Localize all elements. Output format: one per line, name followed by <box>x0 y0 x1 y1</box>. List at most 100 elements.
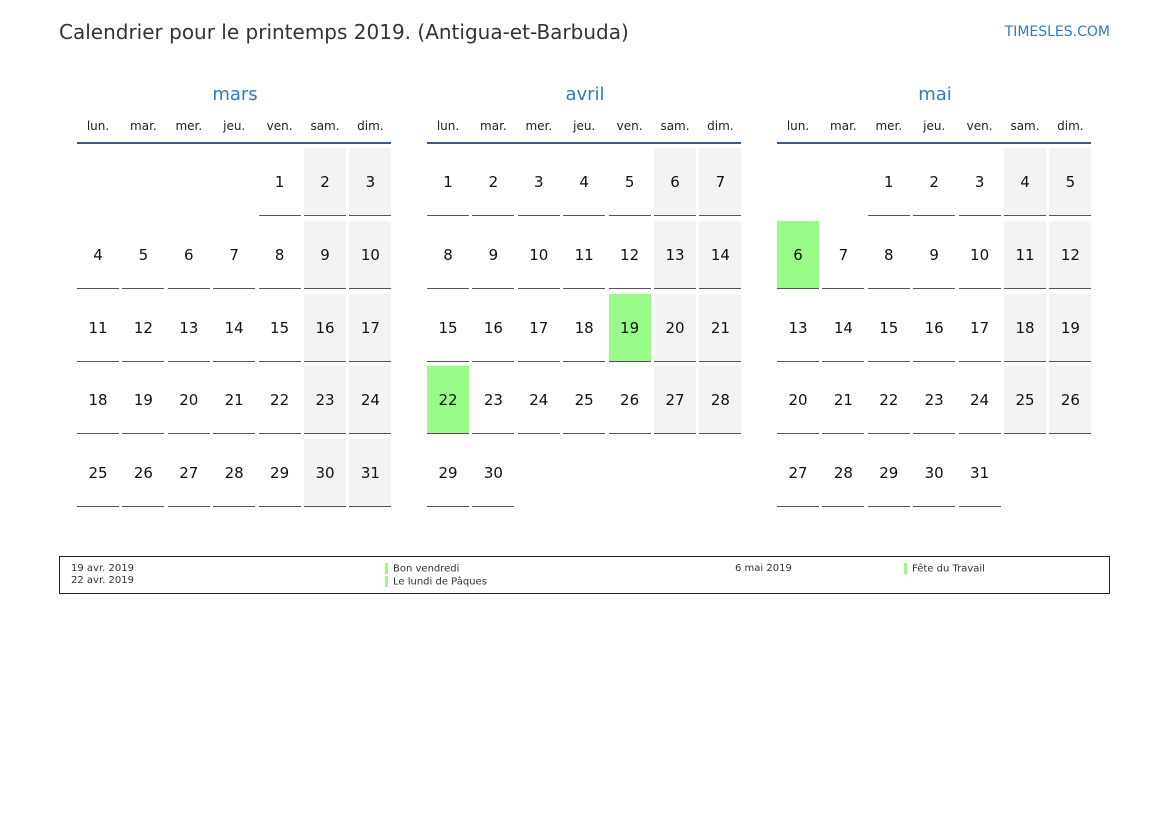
day-cell: 12 <box>122 294 165 362</box>
holiday-color-marker <box>385 563 388 574</box>
day-cell: 26 <box>608 366 651 435</box>
page-title: Calendrier pour le printemps 2019. (Anti… <box>59 20 629 44</box>
weekday-header: dim. <box>1057 119 1084 133</box>
legend-date: 19 avr. 2019 <box>71 563 134 574</box>
legend-names-1: Bon vendredi Le lundi de Pâques <box>385 563 487 588</box>
day-cell: 21 <box>822 366 865 435</box>
day-cell: 28 <box>699 366 742 435</box>
day-cell: 7 <box>213 221 256 289</box>
weekday-header: dim. <box>357 119 384 133</box>
weekday-header: mer. <box>175 119 203 133</box>
holiday-color-marker <box>385 575 388 587</box>
day-cell: 7 <box>699 148 742 216</box>
weekday-header: mar. <box>480 119 507 133</box>
legend-holiday-name: Bon vendredi <box>393 563 460 575</box>
day-cell: 17 <box>349 293 392 362</box>
day-cell: 24 <box>517 366 560 435</box>
weekday-header: dim. <box>707 119 734 133</box>
day-cell: 11 <box>563 221 606 289</box>
day-cell: 22 <box>867 366 910 435</box>
day-cell: 11 <box>1004 220 1046 289</box>
day-cell: 4 <box>1004 148 1046 216</box>
day-cell: 29 <box>427 439 469 508</box>
day-cell: 21 <box>213 366 256 435</box>
month-avril: avril lun. mar. mer. jeu. ven. sam. dim. 1 2 3 4 5 6 7… <box>427 84 743 514</box>
day-cell: 8 <box>258 221 301 289</box>
month-mars: mars lun. mar. mer. jeu. ven. sam. dim. 1 2 3 4 5 6 7 8… <box>77 84 393 514</box>
day-cell: 3 <box>517 148 560 216</box>
day-cell: 21 <box>699 293 742 362</box>
legend-holiday-name: Le lundi de Pâques <box>393 576 487 587</box>
weekday-header: mar. <box>130 119 157 133</box>
day-cell: 1 <box>867 148 910 216</box>
weekday-header: ven. <box>616 119 643 133</box>
day-cell: 5 <box>122 221 165 289</box>
day-cell: 18 <box>77 366 119 435</box>
day-cell: 23 <box>472 366 515 435</box>
day-cell: 16 <box>913 294 956 362</box>
weekday-header: jeu. <box>923 119 946 133</box>
holiday-legend: 19 avr. 2019 22 avr. 2019 Bon vendredi L… <box>59 556 1110 594</box>
day-cell: 10 <box>958 221 1001 289</box>
legend-names-2: Fête du Travail <box>904 563 985 576</box>
day-cell: 12 <box>1049 220 1092 289</box>
day-cell: 15 <box>258 294 301 362</box>
day-cell: 1 <box>258 148 301 216</box>
holiday-color-marker <box>904 563 907 574</box>
day-cell: 4 <box>563 148 606 216</box>
weekday-header: jeu. <box>223 119 246 133</box>
day-cell: 2 <box>913 148 956 216</box>
month-title: avril <box>565 84 605 105</box>
day-cell: 17 <box>958 294 1001 362</box>
legend-date: 22 avr. 2019 <box>71 575 134 586</box>
day-cell: 3 <box>958 148 1001 216</box>
day-cell: 5 <box>1049 148 1092 216</box>
day-cell: 29 <box>867 439 910 508</box>
weekday-header: sam. <box>310 119 340 133</box>
day-cell: 15 <box>427 294 469 362</box>
day-cell: 22 <box>258 366 301 435</box>
day-cell: 9 <box>913 221 956 289</box>
day-cell: 14 <box>213 294 256 362</box>
day-cell: 20 <box>777 366 819 435</box>
day-cell: 13 <box>167 294 210 362</box>
day-cell: 13 <box>654 220 696 289</box>
day-cell: 24 <box>349 366 392 435</box>
day-cell: 18 <box>1004 293 1046 362</box>
month-title: mai <box>918 84 952 105</box>
day-cell: 4 <box>77 221 119 289</box>
day-cell: 17 <box>517 294 560 362</box>
weekday-header: mer. <box>875 119 903 133</box>
day-cell: 19 <box>122 366 165 435</box>
weekday-header: lun. <box>86 119 110 133</box>
weekday-header: ven. <box>266 119 293 133</box>
weekday-header: lun. <box>436 119 460 133</box>
month-mai: mai lun. mar. mer. jeu. ven. sam. dim. 1 2 3 4 5 6 7 8 9… <box>777 84 1093 514</box>
day-cell: 27 <box>777 439 819 508</box>
day-cell: 2 <box>472 148 515 216</box>
header-divider <box>427 142 741 144</box>
day-cell: 8 <box>427 221 469 289</box>
weekday-header: sam. <box>1010 119 1040 133</box>
day-cell: 27 <box>167 439 210 508</box>
holiday-day-cell: 22 <box>427 366 469 435</box>
day-cell: 9 <box>304 220 346 289</box>
day-cell: 16 <box>304 293 346 362</box>
day-cell: 10 <box>517 221 560 289</box>
weekday-header: jeu. <box>573 119 596 133</box>
day-cell: 8 <box>867 221 910 289</box>
weekday-header: mar. <box>830 119 857 133</box>
day-cell: 25 <box>77 439 119 508</box>
day-cell: 15 <box>867 294 910 362</box>
day-cell: 6 <box>654 148 696 216</box>
day-cell: 16 <box>472 294 515 362</box>
day-cell: 18 <box>563 294 606 362</box>
day-cell: 30 <box>472 439 515 508</box>
holiday-day-cell: 6 <box>777 220 819 289</box>
day-cell: 20 <box>654 293 696 362</box>
day-cell: 13 <box>777 294 819 362</box>
brand-link[interactable]: TIMESLES.COM <box>1004 24 1110 40</box>
day-cell: 14 <box>822 294 865 362</box>
legend-dates-1: 19 avr. 2019 22 avr. 2019 <box>71 563 134 587</box>
day-cell: 9 <box>472 221 515 289</box>
